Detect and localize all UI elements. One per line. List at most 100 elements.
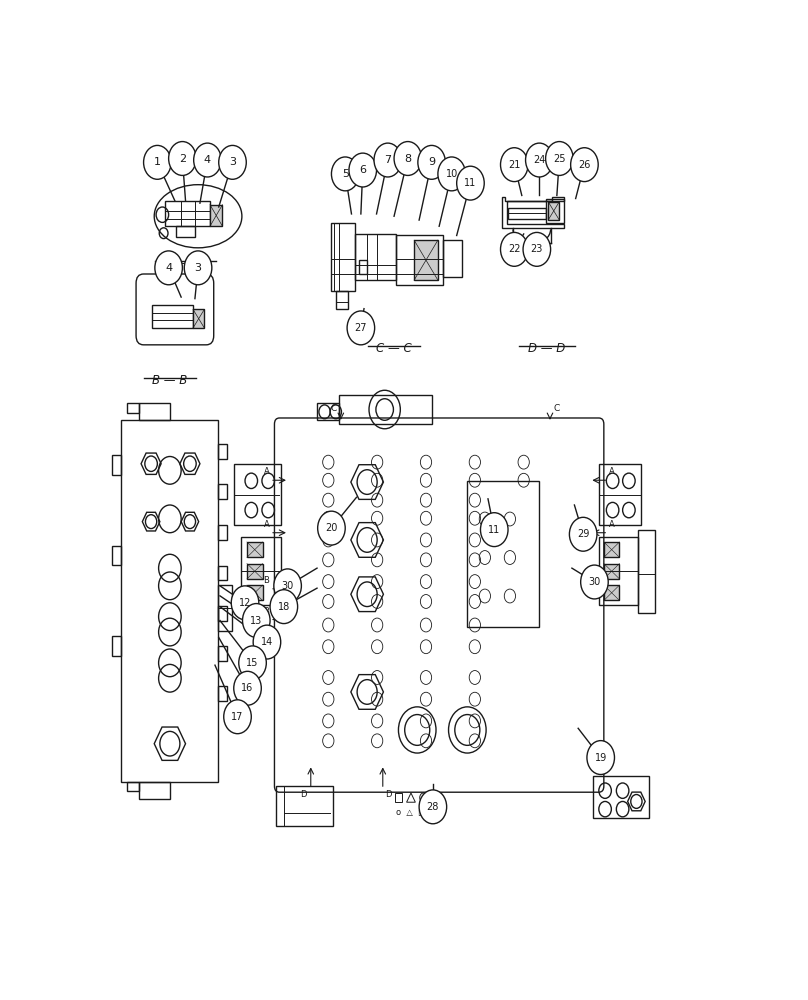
Text: A: A [263, 520, 269, 529]
Bar [336, 291, 348, 309]
Bar [592, 776, 649, 818]
Text: 30: 30 [588, 577, 600, 587]
Bar [241, 537, 281, 605]
Text: C: C [330, 404, 337, 413]
Text: 24: 24 [533, 155, 545, 165]
Bar [548, 202, 559, 220]
Bar [604, 542, 620, 557]
Text: A: A [609, 467, 615, 476]
Text: 27: 27 [355, 323, 367, 333]
Circle shape [418, 145, 445, 179]
Bar [218, 484, 228, 499]
Circle shape [347, 311, 375, 345]
Text: C: C [553, 404, 560, 413]
Text: 3: 3 [195, 263, 201, 273]
Bar [508, 208, 545, 219]
Text: 28: 28 [427, 802, 439, 812]
Bar [218, 585, 232, 631]
Circle shape [231, 586, 259, 620]
Circle shape [581, 565, 608, 599]
Bar [638, 530, 655, 613]
Bar [443, 240, 461, 277]
Bar [604, 564, 620, 579]
Circle shape [224, 700, 251, 734]
Text: 20: 20 [326, 523, 338, 533]
Text: 15: 15 [246, 658, 259, 668]
Bar [218, 606, 228, 620]
Bar [112, 546, 121, 565]
Text: 11: 11 [488, 525, 500, 535]
Bar [128, 782, 139, 791]
Text: 11: 11 [465, 178, 477, 188]
Circle shape [374, 143, 402, 177]
Text: B: B [263, 607, 269, 616]
Bar [331, 223, 356, 291]
Circle shape [169, 142, 196, 175]
Circle shape [587, 741, 615, 774]
Circle shape [481, 513, 508, 547]
Text: 8: 8 [404, 153, 411, 163]
Circle shape [394, 142, 422, 175]
Text: 19: 19 [595, 753, 607, 763]
Text: 14: 14 [261, 637, 273, 647]
Circle shape [523, 232, 550, 266]
Circle shape [419, 790, 447, 824]
Circle shape [234, 671, 261, 705]
Circle shape [457, 166, 484, 200]
Bar [218, 686, 228, 701]
Circle shape [270, 590, 297, 624]
Text: 10: 10 [445, 169, 458, 179]
Bar [276, 786, 333, 826]
Bar [153, 305, 193, 328]
Bar [247, 564, 263, 579]
Bar [234, 464, 281, 525]
Bar [545, 199, 565, 223]
Bar [218, 525, 228, 540]
Circle shape [545, 142, 573, 175]
Text: 18: 18 [278, 602, 290, 612]
Circle shape [144, 145, 171, 179]
Text: 13: 13 [250, 615, 263, 626]
Text: A — A: A — A [168, 257, 203, 270]
Circle shape [331, 157, 359, 191]
Circle shape [318, 511, 345, 545]
Circle shape [349, 153, 377, 187]
Text: 4: 4 [204, 155, 211, 165]
Text: 6: 6 [360, 165, 366, 175]
Text: 22: 22 [508, 244, 520, 254]
Text: D: D [301, 790, 307, 799]
Text: 21: 21 [508, 160, 520, 170]
Text: 26: 26 [579, 160, 591, 170]
Text: A: A [609, 520, 615, 529]
Bar [112, 636, 121, 656]
Text: 30: 30 [281, 581, 294, 591]
Bar [394, 793, 402, 802]
Circle shape [438, 157, 465, 191]
Bar [415, 240, 438, 280]
Bar [139, 403, 170, 420]
Circle shape [219, 145, 246, 179]
Bar [604, 585, 620, 600]
Text: 12: 12 [239, 598, 251, 608]
Circle shape [525, 143, 553, 177]
Text: 17: 17 [231, 712, 244, 722]
Bar [359, 260, 367, 274]
Circle shape [570, 148, 598, 182]
Text: 3: 3 [229, 157, 236, 167]
Circle shape [155, 251, 183, 285]
Text: B — B: B — B [152, 374, 187, 387]
Text: 16: 16 [242, 683, 254, 693]
Bar [121, 420, 218, 782]
Text: 1: 1 [154, 157, 161, 167]
Bar [193, 309, 204, 328]
Bar [317, 403, 339, 420]
Text: 2: 2 [179, 153, 186, 163]
Circle shape [239, 646, 267, 680]
Bar [218, 646, 228, 661]
Bar [112, 455, 121, 475]
Text: D: D [385, 790, 392, 799]
Text: A: A [263, 467, 269, 476]
Text: B: B [263, 576, 269, 585]
Bar [218, 444, 228, 459]
Bar [467, 481, 540, 627]
